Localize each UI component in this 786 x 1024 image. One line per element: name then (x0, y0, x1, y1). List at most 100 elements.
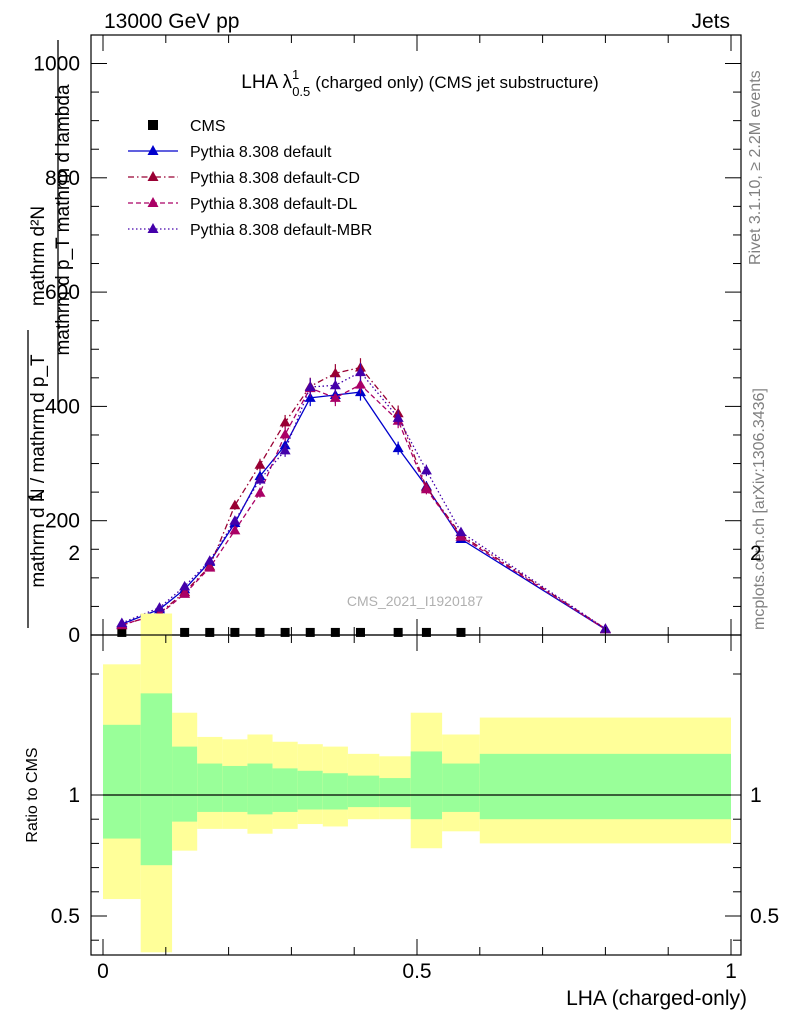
ratio-inner-band (172, 746, 198, 822)
data-point-marker (204, 562, 216, 572)
data-point-cms (456, 627, 466, 637)
data-point-marker (455, 526, 467, 537)
main-ylabel: mathrm d²N mathrm d p_T mathrm d lambda … (26, 40, 74, 628)
mcplots-label: mcplots.cern.ch [arXiv:1306.3436] (751, 388, 768, 630)
ratio-y-tick-label-right: 0.5 (750, 905, 779, 928)
data-point-marker (354, 379, 366, 389)
ratio-bands (103, 613, 731, 953)
data-point-marker (254, 474, 266, 484)
data-point-marker (254, 487, 266, 497)
legend: CMS Pythia 8.308 default Pythia 8.308 defa… (128, 118, 372, 239)
ratio-inner-band (272, 768, 298, 812)
main-y-tick-label: 800 (45, 167, 80, 190)
data-point-marker (204, 555, 216, 565)
ratio-y-tick-label: 2 (68, 542, 80, 565)
data-point-cms (255, 627, 265, 637)
data-point-cms (180, 627, 190, 637)
ratio-inner-band (347, 775, 380, 808)
ratio-inner-band (410, 751, 443, 820)
data-point-marker (420, 483, 432, 494)
main-y-tick-label: 0 (68, 624, 80, 647)
data-point-cms (230, 627, 240, 637)
data-point-marker (279, 428, 291, 439)
data-point-marker (254, 459, 266, 469)
ratio-y-tick-label: 1 (68, 784, 80, 807)
data-point-marker (329, 367, 341, 378)
series-line-3 (121, 383, 606, 630)
data-point-cms (117, 627, 127, 637)
legend-marker (147, 223, 159, 233)
ratio-inner-band (247, 763, 273, 815)
data-point-marker (229, 499, 241, 510)
ratio-inner-band (297, 770, 323, 810)
ratio-inner-band (103, 724, 141, 839)
legend-label: Pythia 8.308 default-MBR (190, 222, 372, 239)
ylabel-bottom: mathrm d N / mathrm d p_T (28, 354, 49, 588)
x-tick-label: 1 (725, 960, 737, 983)
legend-marker (147, 145, 159, 155)
legend-label: Pythia 8.308 default-CD (190, 170, 360, 187)
ratio-axes: 0.5 0.5 1 1 2 2 0 0.5 1 (51, 542, 779, 983)
ratio-ylabel: Ratio to CMS (24, 747, 41, 842)
x-tick-label: 0 (97, 960, 109, 983)
ylabel-numerator: mathrm d²N (28, 206, 49, 306)
main-series-layer (116, 358, 611, 637)
main-y-tick-label: 200 (45, 510, 80, 533)
header-right: Jets (691, 10, 730, 33)
data-point-marker (279, 416, 291, 427)
data-point-cms (330, 627, 340, 637)
ratio-y-tick-label-right: 1 (750, 784, 762, 807)
data-point-cms (355, 627, 365, 637)
series-line-4 (121, 371, 606, 630)
data-point-marker (329, 392, 341, 402)
rivet-label: Rivet 3.1.10, ≥ 2.2M events (747, 70, 764, 265)
x-axis-label: LHA (charged-only) (566, 987, 747, 1010)
legend-label: Pythia 8.308 default-DL (190, 196, 357, 213)
ylabel-denominator: mathrm d p_T mathrm d lambda (53, 84, 74, 355)
legend-label: Pythia 8.308 default (190, 144, 332, 161)
data-point-marker (116, 617, 128, 627)
data-point-cms (421, 627, 431, 637)
x-tick-label: 0.5 (402, 960, 431, 983)
ratio-inner-band (479, 753, 731, 820)
data-point-marker (304, 381, 316, 391)
series-line-1 (121, 391, 606, 630)
series-line-2 (121, 366, 606, 630)
legend-marker-cms (148, 120, 158, 130)
ratio-inner-band (379, 778, 411, 808)
data-point-marker (304, 392, 316, 402)
header-left: 13000 GeV pp (104, 10, 239, 33)
data-point-marker (154, 602, 166, 612)
main-title: LHA λ1 0.5 (charged only) (CMS jet substru… (241, 67, 598, 99)
ratio-y-tick-label-right: 2 (750, 542, 762, 565)
ratio-y-tick-label: 0.5 (51, 905, 80, 928)
data-point-cms (205, 627, 215, 637)
data-point-marker (279, 444, 291, 455)
data-point-cms (305, 627, 315, 637)
main-axes: 0 200 400 600 800 1000 (33, 34, 742, 647)
data-point-marker (420, 464, 432, 475)
ylabel-one: 1 (26, 492, 47, 503)
ratio-inner-band (322, 773, 348, 810)
ratio-inner-band (222, 765, 248, 812)
data-point-marker (392, 442, 404, 453)
ratio-inner-band (140, 693, 173, 866)
data-point-cms (280, 627, 290, 637)
main-y-tick-label: 400 (45, 395, 80, 418)
data-point-marker (329, 379, 341, 390)
main-frame (90, 34, 742, 636)
data-point-marker (179, 580, 191, 591)
data-point-marker (229, 524, 241, 535)
data-point-marker (354, 366, 366, 377)
legend-label: CMS (190, 118, 226, 135)
analysis-watermark: CMS_2021_I1920187 (347, 593, 483, 609)
ratio-inner-band (197, 763, 223, 812)
legend-marker (147, 197, 159, 207)
data-point-marker (392, 412, 404, 422)
legend-marker (147, 171, 159, 181)
data-point-cms (393, 627, 403, 637)
main-y-tick-label: 600 (45, 281, 80, 304)
main-y-tick-label: 1000 (33, 53, 80, 76)
data-point-marker (229, 515, 241, 525)
